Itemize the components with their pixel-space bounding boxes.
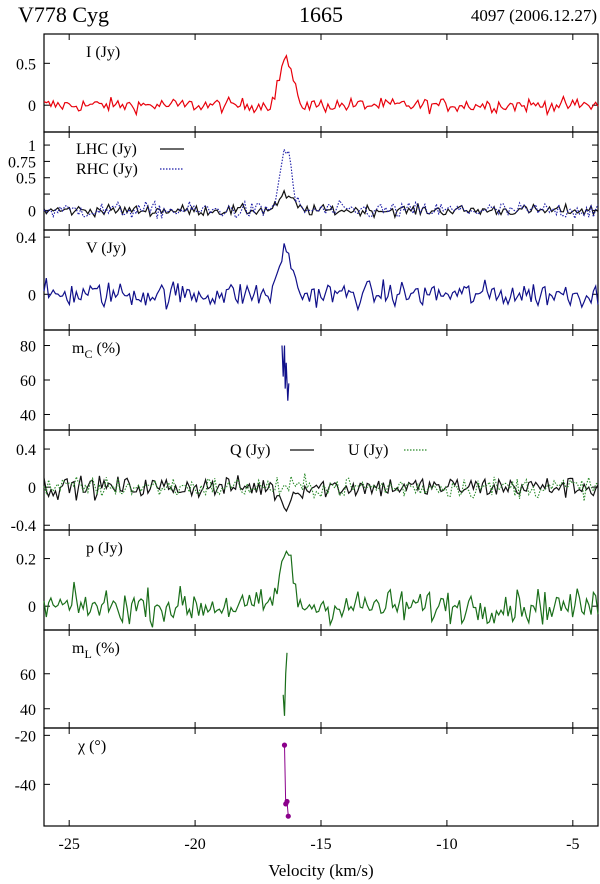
panel-QU: -0.4 0 0.4 Q (Jy) U (Jy) <box>11 429 599 535</box>
panel-frame <box>43 33 599 133</box>
panel-chi: -40 -20 χ (°) <box>15 727 599 827</box>
y-tick-label: 0 <box>28 203 36 220</box>
epoch-label: 4097 (2006.12.27) <box>470 6 597 25</box>
y-tick-label: 0.5 <box>16 56 36 73</box>
star-name: V778 Cyg <box>18 2 110 27</box>
series-line-I-0 <box>43 54 599 117</box>
y-tick-label: 0 <box>28 287 36 304</box>
x-axis-label: Velocity (km/s) <box>268 861 373 880</box>
series-line-QU-1 <box>43 473 599 502</box>
y-tick-label: 1 <box>28 138 36 155</box>
series-line-mC-0 <box>281 345 290 401</box>
y-tick-label: 0.4 <box>16 442 36 459</box>
panel-I: 0 0.5 I (Jy) <box>16 33 599 133</box>
panel-label: χ (°) <box>77 738 106 755</box>
panel-label: p (Jy) <box>86 540 123 557</box>
y-tick-label: -0.4 <box>11 518 36 535</box>
x-tick-label: -15 <box>310 836 331 853</box>
legend-label: U (Jy) <box>348 442 388 459</box>
series-line-p-0 <box>43 549 599 628</box>
series-line-mL-0 <box>282 652 288 716</box>
y-tick-label: 0.75 <box>8 154 36 171</box>
y-tick-label: 40 <box>20 407 36 424</box>
data-point <box>281 742 288 748</box>
y-tick-label: 0 <box>28 98 36 115</box>
legend-label: Q (Jy) <box>230 442 270 459</box>
series-line-QU-0 <box>43 475 599 513</box>
panel-LR: 0 0.50.751 LHC (Jy) RHC (Jy) <box>8 131 599 231</box>
y-tick-label: 0.5 <box>16 171 36 188</box>
y-tick-label: -20 <box>15 728 36 745</box>
panel-frame <box>43 429 599 531</box>
panel-p: 0 0.2 p (Jy) <box>16 529 599 631</box>
data-point <box>284 798 290 805</box>
y-tick-label: 0.4 <box>16 230 36 247</box>
panel-label: I (Jy) <box>86 44 120 61</box>
panel-mL: 40 60 mL (%) <box>20 629 599 729</box>
y-tick-label: 60 <box>20 667 36 684</box>
panel-label: mC (%) <box>72 340 120 361</box>
x-tick-label: -25 <box>59 836 80 853</box>
panel-frame <box>43 727 599 827</box>
y-tick-label: 0 <box>28 599 36 616</box>
series-line-LR-1 <box>43 147 599 221</box>
panel-frame <box>43 329 599 431</box>
x-tick-label: -20 <box>184 836 205 853</box>
data-point <box>285 813 291 819</box>
legend-label: LHC (Jy) <box>76 141 137 158</box>
x-tick-label: -5 <box>566 836 579 853</box>
panel-mC: 40 60 80 mC (%) <box>20 329 599 431</box>
y-tick-label: 0 <box>28 480 36 497</box>
y-tick-label: 80 <box>20 339 36 356</box>
legend-label: RHC (Jy) <box>76 161 138 178</box>
panel-V: 0 0.4 V (Jy) <box>16 229 599 331</box>
panel-label: mL (%) <box>72 640 120 661</box>
y-tick-label: 60 <box>20 373 36 390</box>
y-tick-label: 0.2 <box>16 552 36 569</box>
panel-frame <box>43 229 599 331</box>
series-line-V-0 <box>43 243 599 312</box>
y-tick-label: 40 <box>20 702 36 719</box>
frequency-label: 1665 <box>299 2 343 27</box>
panel-frame <box>43 629 599 729</box>
x-tick-label: -10 <box>436 836 457 853</box>
panel-label: V (Jy) <box>86 240 126 257</box>
y-tick-label: -40 <box>15 777 36 794</box>
